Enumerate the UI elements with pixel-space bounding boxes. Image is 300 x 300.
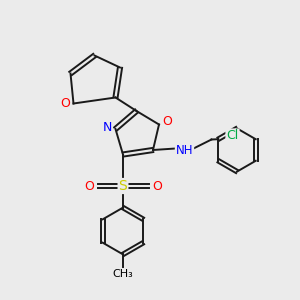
Text: Cl: Cl: [226, 129, 238, 142]
Text: CH₃: CH₃: [112, 269, 134, 279]
Text: N: N: [102, 121, 112, 134]
Text: O: O: [152, 179, 162, 193]
Text: O: O: [163, 115, 172, 128]
Text: O: O: [84, 179, 94, 193]
Text: S: S: [118, 179, 127, 193]
Text: O: O: [60, 97, 70, 110]
Text: NH: NH: [176, 144, 193, 158]
